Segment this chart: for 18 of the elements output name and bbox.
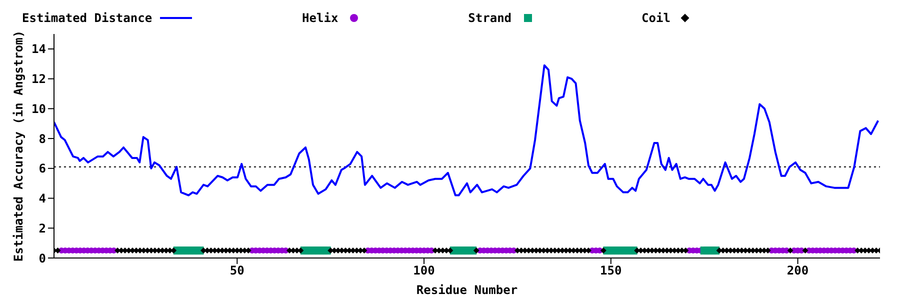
y-tick-label: 8 [38, 132, 46, 146]
x-axis-title: Residue Number [416, 283, 518, 297]
y-axis-title: Estimated Accuracy (in Angstrom) [11, 30, 26, 262]
legend-label: Helix [302, 11, 338, 25]
y-tick-label: 2 [38, 221, 46, 236]
x-tick-label: 100 [413, 264, 435, 278]
x-tick-label: 50 [230, 264, 244, 278]
y-tick-label: 12 [32, 72, 46, 86]
x-tick-label: 200 [786, 264, 809, 278]
legend-label: Coil [642, 11, 670, 25]
y-tick-label: 4 [38, 192, 46, 206]
y-tick-label: 14 [32, 42, 46, 56]
y-tick-label: 10 [32, 102, 46, 116]
y-tick-label: 0 [38, 251, 46, 266]
legend-label: Estimated Distance [22, 11, 152, 25]
y-tick-label: 6 [38, 162, 46, 176]
x-tick-label: 150 [600, 264, 622, 278]
legend-label: Strand [468, 11, 512, 25]
